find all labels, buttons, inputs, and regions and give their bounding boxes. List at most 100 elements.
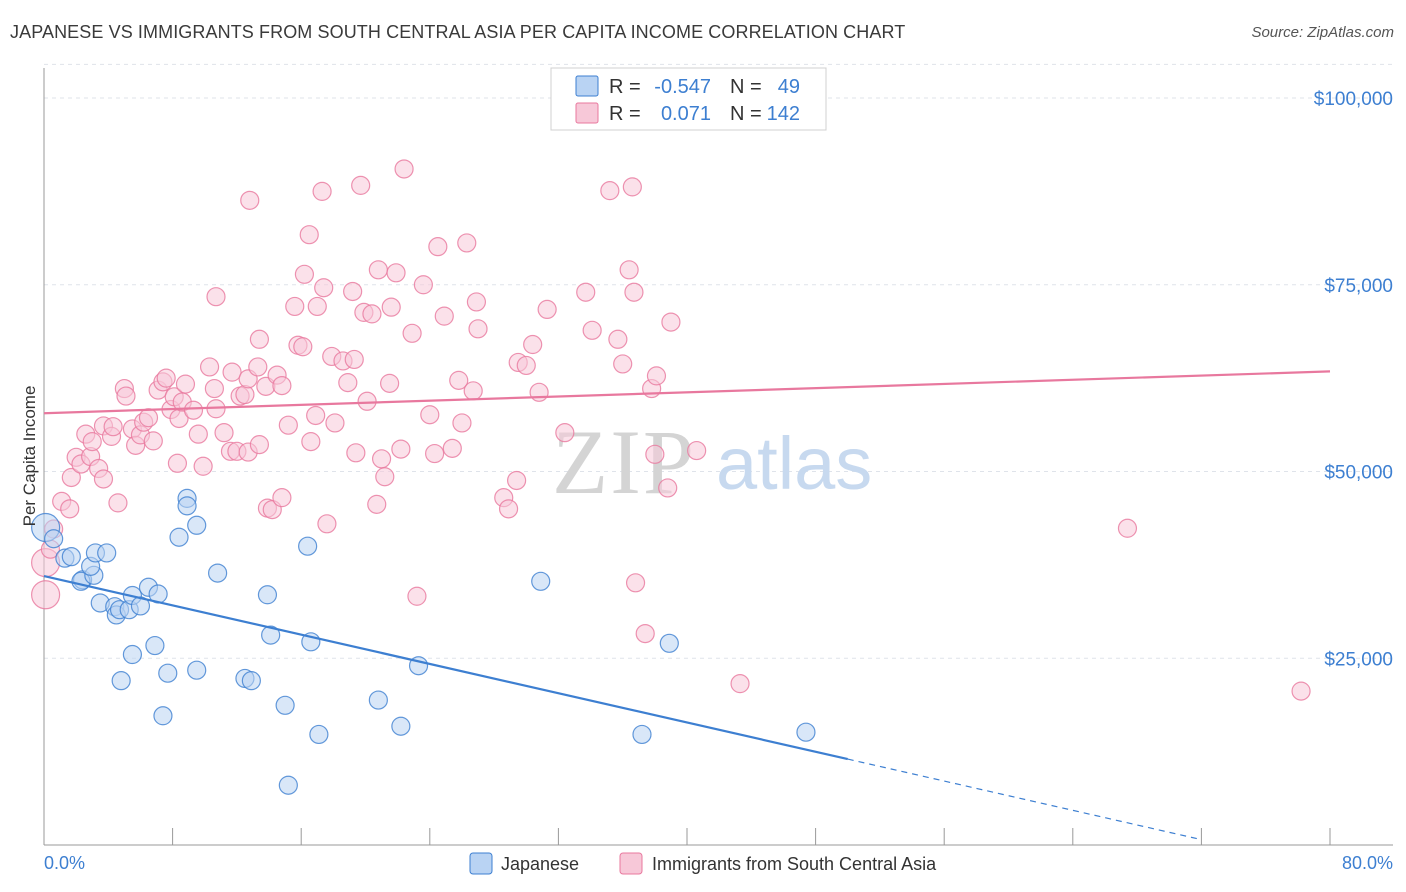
scatter-point [177,496,197,516]
scatter-point [600,181,620,201]
stats-n-value-immigrants: 142 [767,103,800,125]
scatter-point [222,362,242,382]
scatter-point [622,177,642,197]
trend-line-japanese [43,575,848,761]
scatter-point [338,373,358,393]
scatter-point [466,292,487,312]
scatter-point [796,722,816,742]
scatter-point [145,635,165,656]
legend-label-immigrants: Immigrants from South Central Asia [652,854,937,874]
watermark-atlas: atlas [716,422,872,505]
stats-n-value-japanese: 49 [778,76,800,98]
scatter-point [434,306,454,326]
legend-label-japanese: Japanese [501,854,579,874]
stats-box: R = -0.547 N = 49 R = 0.071 N = 142 [550,67,827,131]
y-tick-label: $75,000 [1324,276,1393,297]
scatter-point [537,299,557,320]
scatter-point [122,644,143,665]
scatter-point [407,586,427,606]
scatter-point [576,282,596,302]
scatter-point [449,370,469,390]
scatter-point [61,547,81,567]
scatter-point [285,296,305,317]
scatter-point [498,499,519,519]
scatter-point [153,706,173,726]
scatter-point [138,408,159,428]
scatter-point [208,563,228,583]
scatter-point [613,354,633,374]
scatter-point [278,415,298,435]
trend-lines [43,370,1331,841]
trend-line-immigrants [43,370,1331,415]
chart-title: JAPANESE VS IMMIGRANTS FROM SOUTH CENTRA… [10,22,906,42]
scatter-point [371,449,392,469]
scatter-point [367,494,387,514]
legend-swatch-immigrants [619,852,643,875]
scatter-point [188,424,208,444]
scatter-point [555,423,575,443]
watermark-zip: ZIP [552,411,696,513]
scatter-point [413,275,433,295]
scatter-point [425,443,445,464]
x-tick-label-max: 80.0% [1342,853,1393,873]
scatter-point [531,571,551,591]
y-axis-tick-labels: $25,000 $50,000 $75,000 $100,000 [1314,89,1393,670]
scatter-point [442,438,462,458]
scatter-point [275,695,295,715]
scatter-point [624,282,644,302]
scatter-point [204,378,224,399]
scatter-point [344,349,364,370]
scatter-point [1117,518,1138,538]
scatter-point [452,413,472,433]
series-immigrants-points [31,159,1311,701]
scatter-point [199,357,220,377]
scatter-point [156,368,176,388]
scatter-point [608,329,628,349]
grid-lines [44,63,1393,659]
scatter-point [529,382,549,402]
scatter-point [175,374,196,394]
scatter-point [158,663,178,683]
scatter-point [108,493,128,513]
scatter-point [298,536,318,556]
watermark: ZIP atlas [552,411,872,513]
scatter-point [386,263,406,283]
scatter-point [375,467,395,487]
scatter-point [362,304,382,324]
scatter-point [391,439,411,459]
stats-r-label-japanese: R = [609,76,641,98]
scatter-point [248,357,268,377]
stats-r-label-immigrants: R = [609,103,641,125]
scatter-point [278,775,298,795]
scatter-point [317,514,337,534]
scatter-point [116,386,136,406]
scatter-point [44,529,64,549]
scatter-point [357,391,377,411]
scatter-point [169,527,189,547]
scatter-point [380,373,400,393]
scatter-point [31,580,61,610]
source-attribution: Source: ZipAtlas.com [1251,24,1394,41]
scatter-point [294,264,315,284]
scatter-point [312,181,332,201]
stats-swatch-immigrants [575,102,599,124]
scatter-point [240,190,260,210]
x-tick-label-min: 0.0% [44,853,85,873]
stats-r-value-immigrants: 0.071 [661,103,711,125]
scatter-point [391,716,411,736]
scatter-point [635,623,655,644]
scatter-point [299,225,319,245]
y-tick-label: $50,000 [1324,463,1393,484]
scatter-point [632,724,652,745]
scatter-point [60,499,80,519]
scatter-point [381,297,401,317]
scatter-point [93,469,114,489]
scatter-point [214,423,234,443]
legend: Japanese Immigrants from South Central A… [469,852,937,875]
y-tick-label: $100,000 [1314,89,1393,110]
scatter-point [306,405,326,426]
series-japanese-points [31,488,816,795]
scatter-point [582,320,602,340]
stats-n-label-japanese: N = [730,76,762,98]
